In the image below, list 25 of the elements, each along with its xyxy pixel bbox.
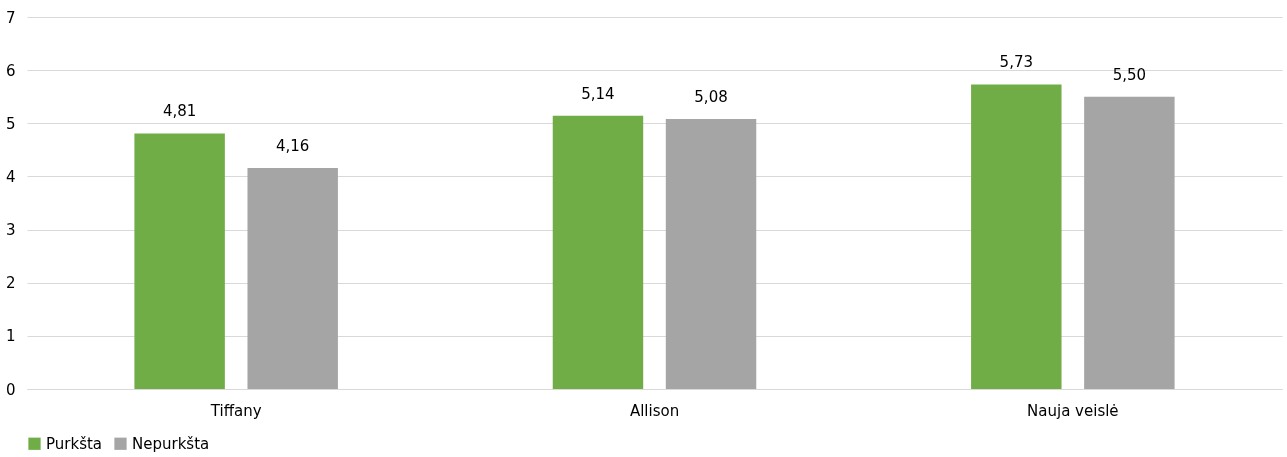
y-tick-label: 0 [5,380,16,399]
x-tick-label: Tiffany [209,401,262,420]
bar [665,119,757,389]
data-label: 4,16 [276,136,310,155]
x-tick-label: Nauja veislė [1027,401,1119,420]
bar [971,84,1062,389]
data-label: 4,81 [162,102,197,121]
data-label: 5,50 [1112,65,1147,84]
y-tick-label: 4 [5,167,16,186]
bar [552,115,644,389]
data-label: 5,14 [581,84,615,103]
bar [134,133,225,389]
y-tick-label: 7 [5,8,16,27]
x-tick-label: Allison [629,401,680,420]
legend-label: Purkšta [46,434,103,453]
y-tick-label: 6 [5,61,16,80]
data-label: 5,08 [694,88,728,107]
y-tick-label: 3 [5,221,16,240]
y-tick-label: 5 [5,114,16,133]
legend-label: Nepurkšta [132,434,210,453]
y-tick-label: 2 [5,274,16,293]
bar [247,167,338,389]
y-tick-label: 1 [5,327,16,346]
bar [1084,96,1175,389]
data-label: 5,73 [999,53,1033,72]
